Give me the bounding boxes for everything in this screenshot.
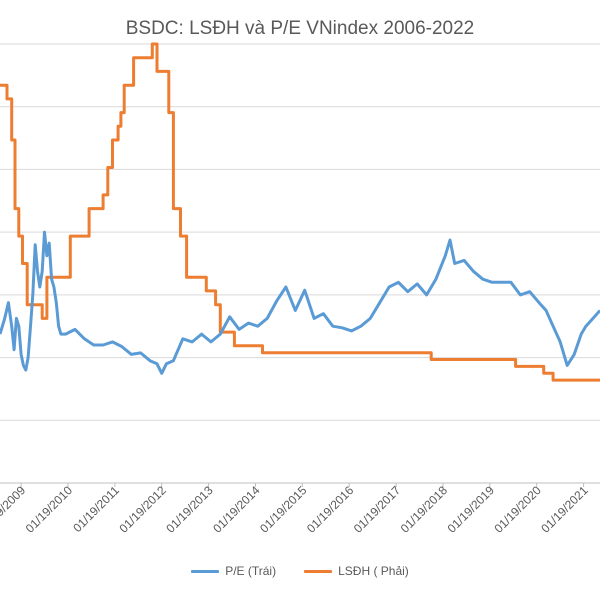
series-line-pe: [0, 230, 600, 375]
legend-item-lsdh[interactable]: LSĐH ( Phải): [304, 564, 409, 578]
legend: P/E (Trái) LSĐH ( Phải): [0, 564, 600, 578]
gridlines: [0, 43, 600, 484]
legend-item-pe[interactable]: P/E (Trái): [191, 564, 276, 578]
legend-label-lsdh: LSĐH ( Phải): [338, 564, 409, 578]
x-tick-label: 01/19/2021: [538, 483, 591, 536]
x-tick-label: 01/19/2011: [70, 483, 122, 535]
series-line-lsdh: [0, 42, 600, 382]
x-axis-ticks: 01/19/200901/19/201001/19/201101/19/2012…: [0, 483, 591, 536]
x-tick-label: 01/19/2016: [304, 483, 357, 536]
series-layer: [0, 42, 600, 382]
x-tick-label: 01/19/2020: [491, 483, 544, 536]
x-tick-label: 01/19/2018: [398, 483, 451, 536]
legend-swatch-lsdh: [304, 569, 333, 573]
legend-swatch-pe: [191, 569, 220, 573]
x-tick-label: 01/19/2014: [210, 483, 263, 536]
x-tick-label: 01/19/2015: [257, 483, 310, 536]
x-tick-label: 01/19/2010: [23, 483, 76, 536]
x-tick-label: 01/19/2013: [163, 483, 216, 536]
chart-title: BSDC: LSĐH và P/E VNindex 2006-2022: [125, 18, 475, 39]
x-tick-label: 01/19/2017: [351, 483, 404, 536]
legend-label-pe: P/E (Trái): [225, 564, 277, 578]
x-tick-label: 01/19/2019: [445, 483, 498, 536]
x-tick-label: 01/19/2012: [116, 483, 169, 536]
